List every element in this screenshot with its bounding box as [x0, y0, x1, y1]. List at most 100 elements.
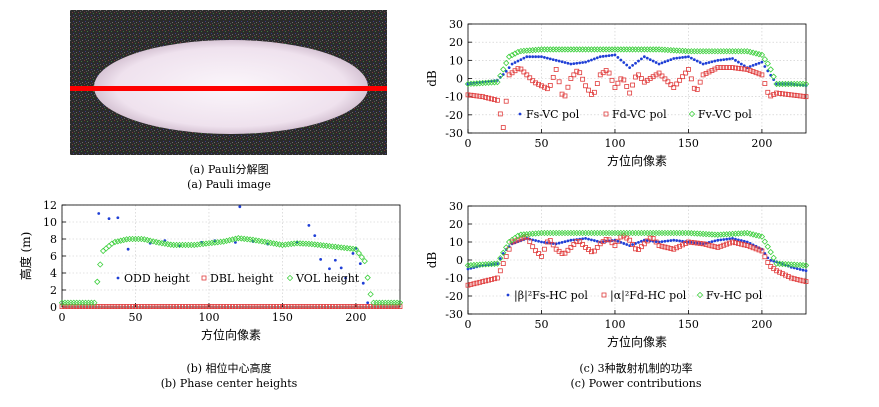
- fd-vc-pol-point: [800, 93, 806, 99]
- dbl-height-point: [144, 304, 150, 309]
- fs-vc-pol-point: [622, 61, 626, 64]
- legend-label: Fs-VC pol: [526, 108, 580, 121]
- dbl-height-point: [118, 304, 124, 309]
- dbl-height-point: [385, 304, 391, 309]
- odd-height-point: [351, 252, 355, 255]
- fd-vc-pol-point: [774, 90, 780, 96]
- fv-vc-pol-point: [520, 47, 528, 55]
- -fs-hc-pol-point: [678, 239, 682, 243]
- fs-vc-pol-point: [648, 58, 652, 62]
- odd-height-point: [238, 205, 242, 209]
- fd-vc-pol-point: [621, 77, 627, 83]
- fs-vc-pol-point: [719, 58, 723, 62]
- fv-vc-pol-point: [491, 79, 498, 86]
- vol-height-point: [282, 241, 289, 248]
- odd-height-point: [358, 262, 362, 266]
- -fs-hc-pol-point: [592, 239, 596, 242]
- fs-vc-pol-point: [640, 57, 643, 61]
- -fd-hc-pol-point: [603, 237, 609, 242]
- -fd-hc-pol-point: [633, 246, 638, 252]
- -fs-hc-pol-point: [672, 238, 676, 242]
- legend-marker-point: [696, 291, 704, 299]
- dbl-height-point: [147, 304, 153, 309]
- y-tick-label: -30: [445, 127, 463, 140]
- fs-vc-pol-point: [519, 58, 523, 62]
- fv-hc-pol-point: [494, 260, 501, 267]
- dbl-height-point: [91, 304, 97, 309]
- dbl-height-point: [362, 304, 368, 309]
- fd-vc-pol-point: [630, 82, 635, 88]
- fs-vc-pol-point: [575, 61, 579, 65]
- -fd-hc-pol-point: [539, 253, 544, 259]
- -fs-hc-pol-point: [795, 267, 799, 271]
- fs-vc-pol-point: [510, 62, 514, 66]
- vol-height-point: [202, 240, 210, 247]
- dbl-height-point: [327, 304, 332, 309]
- fd-vc-pol-point: [677, 77, 683, 83]
- x-tick-label: 200: [345, 311, 366, 324]
- y-tick-label: 0: [456, 73, 463, 86]
- fd-vc-pol-point: [489, 96, 494, 102]
- fs-vc-pol-point: [522, 56, 526, 60]
- -fd-hc-pol-point: [574, 239, 580, 245]
- fd-vc-pol-point: [571, 72, 577, 78]
- fv-vc-pol-point: [488, 79, 495, 86]
- dbl-height-point: [194, 304, 200, 309]
- profile-line: [70, 86, 387, 91]
- caption-b-cn: (b) 相位中心高度: [186, 361, 271, 375]
- fd-vc-pol-point: [727, 65, 732, 70]
- fs-vc-pol-point: [642, 55, 646, 59]
- dbl-height-point: [200, 304, 206, 309]
- fv-hc-pol-point: [520, 231, 528, 238]
- fs-vc-pol-point: [557, 59, 561, 63]
- legend-label: DBL height: [210, 272, 274, 285]
- y-tick-label: 30: [449, 200, 463, 213]
- legend-label: Fv-HC pol: [706, 289, 763, 302]
- y-tick-label: 4: [50, 267, 57, 280]
- -fs-hc-pol-point: [804, 269, 808, 273]
- fd-vc-pol-point: [606, 70, 612, 76]
- fd-vc-pol-point: [615, 80, 621, 86]
- fv-hc-pol-point: [738, 230, 745, 237]
- fs-vc-pol-point: [710, 60, 714, 64]
- -fd-hc-pol-point: [741, 242, 747, 248]
- -fd-hc-pol-point: [674, 245, 680, 251]
- -fd-hc-pol-point: [703, 242, 709, 247]
- fv-hc-pol-point: [526, 230, 533, 238]
- -fd-hc-pol-point: [639, 244, 644, 250]
- legend-marker-point: [506, 293, 510, 297]
- -fd-hc-pol-point: [774, 268, 780, 274]
- fs-vc-pol-point: [590, 58, 593, 62]
- fv-hc-pol-point: [464, 262, 472, 269]
- fs-vc-pol-point: [592, 57, 596, 61]
- -fd-hc-pol-point: [738, 241, 744, 247]
- -fs-hc-pol-point: [616, 239, 620, 243]
- dbl-height-point: [68, 304, 74, 309]
- fd-vc-pol-point: [515, 66, 521, 72]
- -fd-hc-pol-point: [468, 282, 474, 287]
- dbl-height-point: [227, 304, 232, 309]
- fv-hc-pol-point: [729, 230, 736, 238]
- -fd-hc-pol-point: [736, 241, 741, 246]
- fd-vc-pol-point: [627, 90, 633, 96]
- -fs-hc-pol-point: [666, 239, 670, 243]
- fd-vc-pol-point: [574, 68, 580, 74]
- -fd-hc-pol-point: [750, 245, 756, 251]
- x-tick-label: 150: [272, 311, 293, 324]
- fd-vc-pol-point: [683, 70, 688, 76]
- fd-vc-pol-point: [639, 76, 644, 81]
- fs-vc-pol-point: [584, 60, 587, 64]
- -fs-hc-pol-point: [675, 239, 679, 242]
- dbl-height-point: [379, 304, 385, 309]
- dbl-height-point: [265, 304, 271, 309]
- fv-vc-pol-point: [497, 72, 504, 79]
- dbl-height-point: [306, 304, 312, 309]
- fv-hc-pol-point: [497, 255, 504, 262]
- series-red: [465, 233, 809, 288]
- fd-vc-pol-point: [744, 67, 750, 72]
- fd-vc-pol-point: [771, 92, 777, 97]
- fs-vc-pol-point: [713, 59, 717, 63]
- dbl-height-point: [171, 304, 177, 309]
- -fd-hc-pol-point: [788, 275, 794, 281]
- fv-vc-pol-point: [758, 51, 766, 59]
